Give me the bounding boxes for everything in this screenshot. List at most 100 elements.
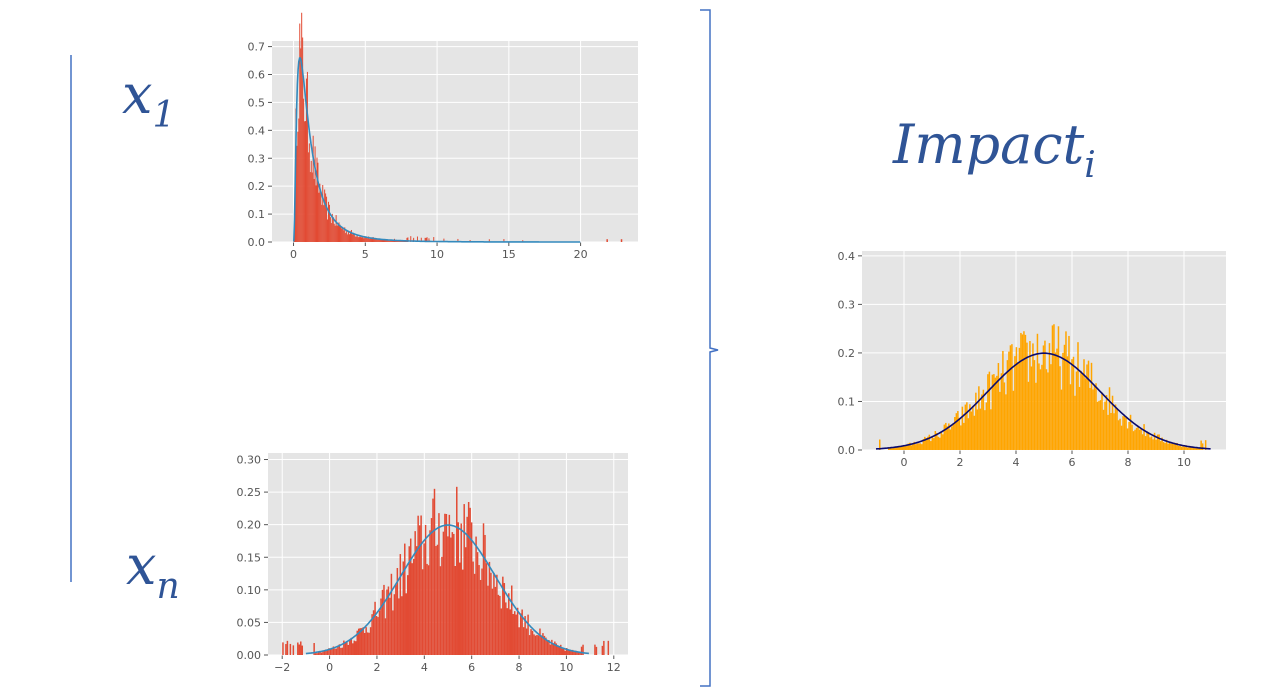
histogram-bar [438,513,440,655]
histogram-bar [358,237,360,242]
histogram-bar [516,607,519,655]
histogram-bar [324,189,326,242]
histogram-bar [900,445,902,450]
histogram-bar [1105,395,1108,450]
histogram-bar [1050,364,1052,450]
histogram-bar [320,191,322,242]
histogram-bar [1167,443,1169,450]
histogram-bar [1135,427,1138,450]
histogram-bar [343,230,345,242]
histogram-bar [1045,369,1048,450]
histogram-bar [314,146,316,242]
histogram-bar [1027,381,1030,450]
histogram-bar [1089,387,1091,450]
histogram-bar [433,488,436,655]
histogram-bar [356,234,358,242]
histogram-bar [964,404,967,450]
histogram-bar [1095,383,1097,450]
histogram-bar [1126,428,1129,450]
histogram-bar [1155,439,1157,450]
histogram-bar [1068,335,1070,450]
histogram-bar [1087,360,1090,450]
histogram-bar [365,627,367,655]
histogram-bar [555,643,558,655]
histogram-bar [356,630,358,655]
histogram-bar [1159,441,1162,450]
histogram-bar [450,537,452,655]
x-tick-label: 6 [468,661,475,674]
histogram-bar [1081,373,1084,450]
histogram-bar [979,408,982,450]
histogram-bar [391,239,393,242]
histogram-bar [371,237,373,242]
histogram-bar [407,575,409,655]
histogram-bar [967,418,970,450]
histogram-bar [456,486,458,655]
histogram-bar [1056,348,1058,450]
histogram-bar [562,648,565,655]
histogram-bar [371,237,373,242]
histogram-bar [298,118,300,242]
histogram-bar [325,649,327,655]
histogram-bar [1024,334,1027,450]
x-tick-label: 2 [373,661,380,674]
histogram-bar [907,443,910,450]
histogram-bar [366,237,368,242]
x-tick-label: −2 [274,661,290,674]
histogram-bar [322,651,324,655]
histogram-bar [374,238,376,242]
histogram-bar [323,650,326,655]
histogram-bar [528,635,531,655]
x-tick-label: 10 [430,248,444,261]
histogram-bar [1122,416,1124,450]
y-tick-label: 0.1 [248,208,266,221]
histogram-bar [1113,413,1115,450]
histogram-bar [340,226,342,242]
histogram-bar [305,78,307,242]
histogram-bar [595,646,598,655]
x-tick-label: 4 [421,661,428,674]
x-tick-label: 10 [1177,456,1191,469]
histogram-bar [943,424,946,450]
histogram-bar [380,598,382,655]
histogram-bar [607,640,610,655]
histogram-bar [1128,421,1130,450]
histogram-bar [960,425,962,450]
histogram-bar [386,239,388,242]
histogram-bar [282,642,284,655]
y-tick-label: 0.1 [838,395,856,408]
histogram-bar [1093,386,1096,450]
histogram-bar [503,239,505,242]
histogram-bar [1035,382,1037,450]
histogram-bar [310,160,312,242]
histogram-bar [377,239,379,242]
histogram-bar [620,239,623,242]
histogram-bar [357,237,359,242]
histogram-bar [496,574,498,655]
histogram-bar [329,217,331,242]
histogram-bar [355,236,357,242]
histogram-bar [951,426,953,450]
histogram-bar [994,377,997,450]
histogram-bar [897,447,899,450]
histogram-bar [333,223,335,242]
histogram-bar [335,215,337,242]
histogram-bar [916,443,919,450]
histogram-bar [488,561,491,655]
histogram-bar [1176,443,1178,450]
histogram-bar [892,447,895,450]
histogram-bar [1138,429,1141,450]
histogram-bar [904,445,907,450]
histogram-bar [390,240,392,242]
histogram-bar [1123,415,1126,450]
histogram-bar [1120,425,1123,450]
histogram-bar [601,645,604,655]
histogram-bar [1063,344,1066,450]
histogram-bar [308,143,310,242]
histogram-bar [349,231,351,242]
histogram-bar [447,536,449,655]
histogram-bar [530,629,532,655]
impact-label: Impacti [892,113,1096,186]
histogram-bar [428,238,430,242]
histogram-bar [537,635,540,655]
